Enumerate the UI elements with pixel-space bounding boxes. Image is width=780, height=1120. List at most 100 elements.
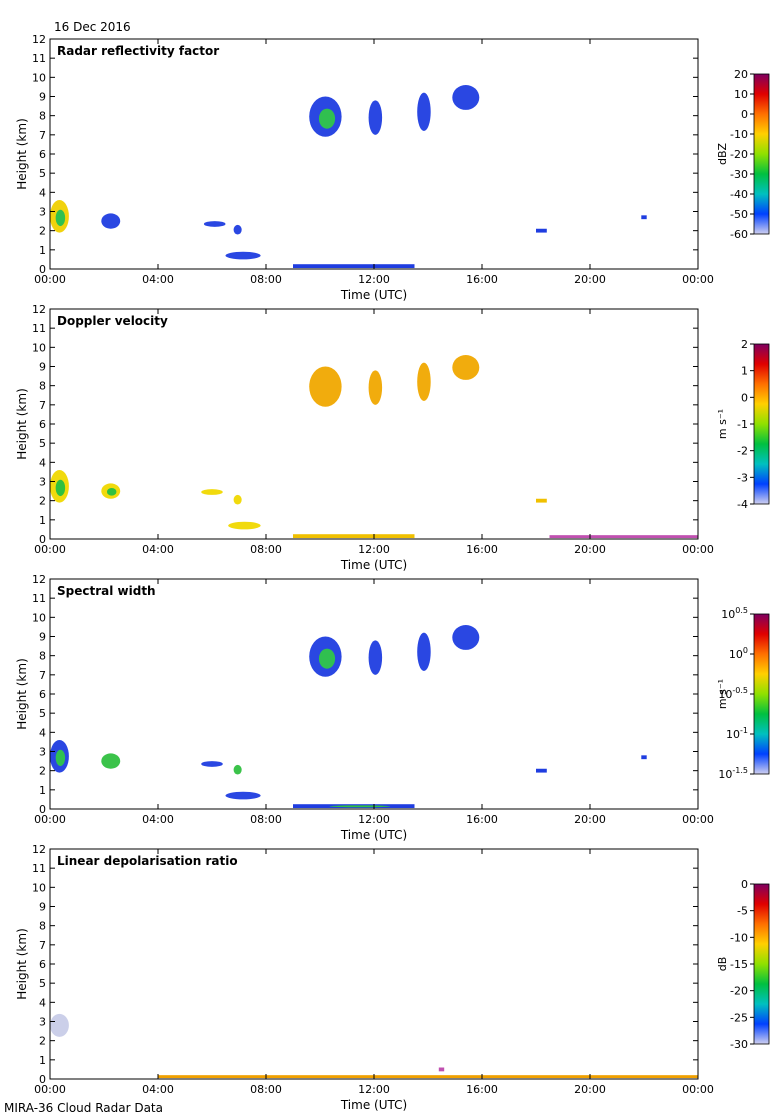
x-tick-label: 00:00: [34, 543, 66, 556]
x-tick-label: 00:00: [682, 543, 714, 556]
y-tick-label: 3: [39, 1016, 46, 1029]
y-tick-label: 0: [39, 263, 46, 276]
y-tick-label: 4: [39, 726, 46, 739]
echo-group: [50, 355, 698, 539]
colorbar-label: dBZ: [716, 143, 729, 166]
echo-4: [233, 494, 242, 505]
echo-2: [101, 753, 121, 769]
y-tick-label: 9: [39, 901, 46, 914]
y-tick-label: 7: [39, 939, 46, 952]
echo-11: [536, 498, 547, 503]
x-tick-label: 16:00: [466, 543, 498, 556]
colorbar-tick-label: -20: [730, 148, 748, 161]
y-tick-label: 11: [32, 862, 46, 875]
y-tick-label: 12: [32, 573, 46, 586]
colorbar-label: m s⁻¹: [716, 679, 729, 709]
y-tick-label: 4: [39, 186, 46, 199]
echo-8: [368, 100, 383, 135]
y-tick-label: 10: [32, 881, 46, 894]
x-tick-label: 08:00: [250, 543, 282, 556]
y-tick-label: 4: [39, 996, 46, 1009]
x-tick-label: 04:00: [142, 1083, 174, 1096]
colorbar-tick-label: -50: [730, 208, 748, 221]
colorbar-tick-label: -4: [737, 498, 748, 511]
x-tick-label: 00:00: [34, 1083, 66, 1096]
y-tick-label: 2: [39, 495, 46, 508]
echo-group: [50, 625, 647, 809]
y-tick-label: 7: [39, 669, 46, 682]
y-tick-label: 9: [39, 361, 46, 374]
x-tick-label: 16:00: [466, 813, 498, 826]
x-tick-label: 08:00: [250, 1083, 282, 1096]
echo-9: [417, 92, 431, 131]
colorbar-tick-label: -20: [730, 985, 748, 998]
echo-9: [417, 362, 431, 402]
x-tick-label: 00:00: [682, 813, 714, 826]
y-axis-label: Height (km): [15, 388, 29, 459]
panel-title: Spectral width: [57, 584, 156, 598]
echo-core-2: [106, 488, 117, 496]
y-tick-label: 3: [39, 746, 46, 759]
date-label: 16 Dec 2016: [54, 20, 131, 34]
colorbar: [753, 343, 770, 505]
plot-frame: [49, 38, 699, 270]
x-tick-label: 16:00: [466, 1083, 498, 1096]
y-tick-label: 6: [39, 418, 46, 431]
y-tick-label: 6: [39, 958, 46, 971]
y-tick-label: 10: [32, 341, 46, 354]
panel-title: Doppler velocity: [57, 314, 168, 328]
colorbar-tick-label: -40: [730, 188, 748, 201]
y-tick-label: 0: [39, 1073, 46, 1086]
y-axis-label: Height (km): [15, 658, 29, 729]
echo-group: [50, 85, 647, 269]
y-tick-label: 6: [39, 148, 46, 161]
y-tick-label: 8: [39, 650, 46, 663]
colorbar-tick-label: -30: [730, 1038, 748, 1051]
echo-3: [201, 761, 223, 767]
colorbar-tick-label: 100.5: [721, 606, 748, 621]
y-tick-label: 4: [39, 456, 46, 469]
x-tick-label: 12:00: [358, 813, 390, 826]
echo-10: [452, 85, 480, 110]
y-tick-label: 8: [39, 110, 46, 123]
instrument-label: MIRA-36 Cloud Radar Data: [4, 1101, 163, 1115]
echo-2: [158, 1075, 698, 1079]
y-tick-label: 2: [39, 765, 46, 778]
echo-core-7: [318, 108, 336, 129]
y-tick-label: 6: [39, 688, 46, 701]
echo-6: [293, 264, 415, 269]
y-tick-label: 1: [39, 244, 46, 257]
colorbar-tick-label: -3: [737, 471, 748, 484]
y-tick-label: 1: [39, 1054, 46, 1067]
echo-5: [225, 791, 261, 800]
colorbar-tick-label: -15: [730, 958, 748, 971]
colorbar-label: dB: [716, 957, 729, 972]
plot-frame: [49, 848, 699, 1080]
x-tick-label: 08:00: [250, 273, 282, 286]
y-tick-label: 1: [39, 784, 46, 797]
colorbar: [753, 613, 770, 775]
x-tick-label: 16:00: [466, 273, 498, 286]
y-tick-label: 2: [39, 1035, 46, 1048]
x-tick-label: 08:00: [250, 813, 282, 826]
colorbar-tick-label: -10: [730, 931, 748, 944]
y-tick-label: 0: [39, 803, 46, 816]
x-tick-label: 20:00: [574, 1083, 606, 1096]
echo-3: [201, 489, 223, 495]
y-tick-label: 12: [32, 303, 46, 316]
echo-3: [438, 1067, 445, 1072]
y-axis-label: Height (km): [15, 928, 29, 999]
x-tick-label: 04:00: [142, 813, 174, 826]
colorbar-tick-label: -30: [730, 168, 748, 181]
colorbar-tick-label: 0: [741, 391, 748, 404]
colorbar-tick-label: 0: [741, 108, 748, 121]
y-tick-label: 3: [39, 206, 46, 219]
y-tick-label: 9: [39, 91, 46, 104]
echo-1: [50, 1013, 69, 1037]
echo-core-7: [318, 648, 336, 669]
y-tick-label: 5: [39, 977, 46, 990]
echo-12: [641, 755, 647, 760]
